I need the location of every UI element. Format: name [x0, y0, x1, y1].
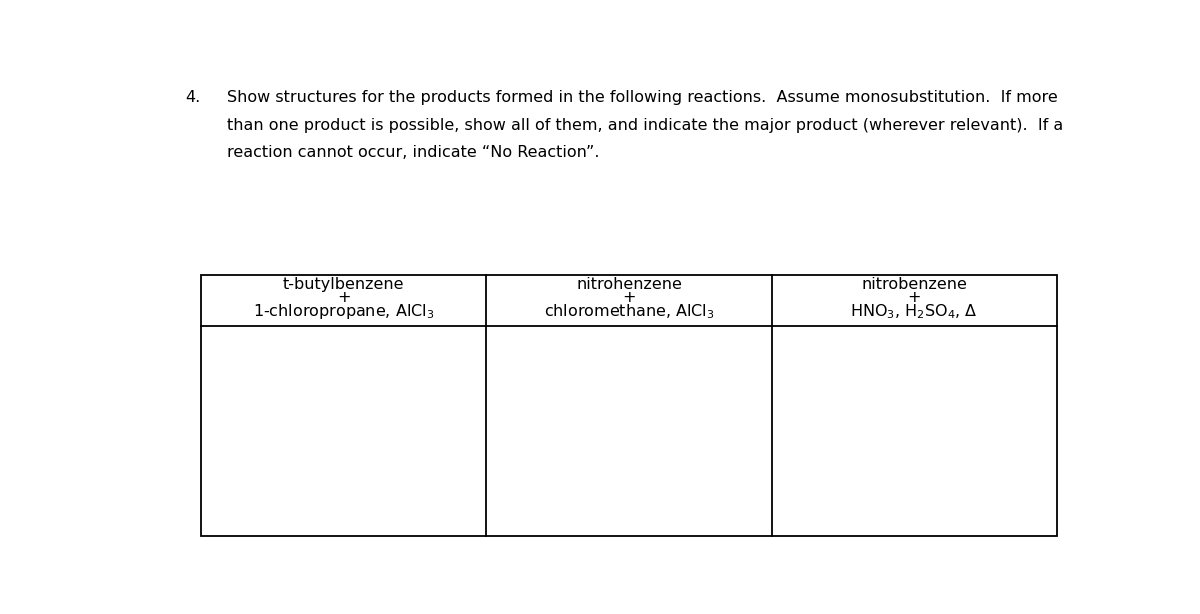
Text: +: +	[337, 290, 350, 305]
Text: than one product is possible, show all of them, and indicate the major product (: than one product is possible, show all o…	[227, 118, 1063, 133]
Text: HNO$_3$, H$_2$SO$_4$, $\Delta$: HNO$_3$, H$_2$SO$_4$, $\Delta$	[851, 302, 978, 321]
Text: 1-chloropropane, AlCl$_3$: 1-chloropropane, AlCl$_3$	[253, 302, 434, 321]
Text: chloromethane, AlCl$_3$: chloromethane, AlCl$_3$	[544, 302, 714, 321]
Text: 4.: 4.	[185, 90, 200, 105]
Text: nitrohenzene: nitrohenzene	[576, 277, 682, 292]
Text: +: +	[907, 290, 920, 305]
Text: nitrobenzene: nitrobenzene	[862, 277, 967, 292]
Text: t-butylbenzene: t-butylbenzene	[283, 277, 404, 292]
Text: +: +	[623, 290, 636, 305]
Bar	[202, 274, 1057, 536]
Text: reaction cannot occur, indicate “No Reaction”.: reaction cannot occur, indicate “No Reac…	[227, 145, 600, 160]
Text: Show structures for the products formed in the following reactions.  Assume mono: Show structures for the products formed …	[227, 90, 1058, 105]
